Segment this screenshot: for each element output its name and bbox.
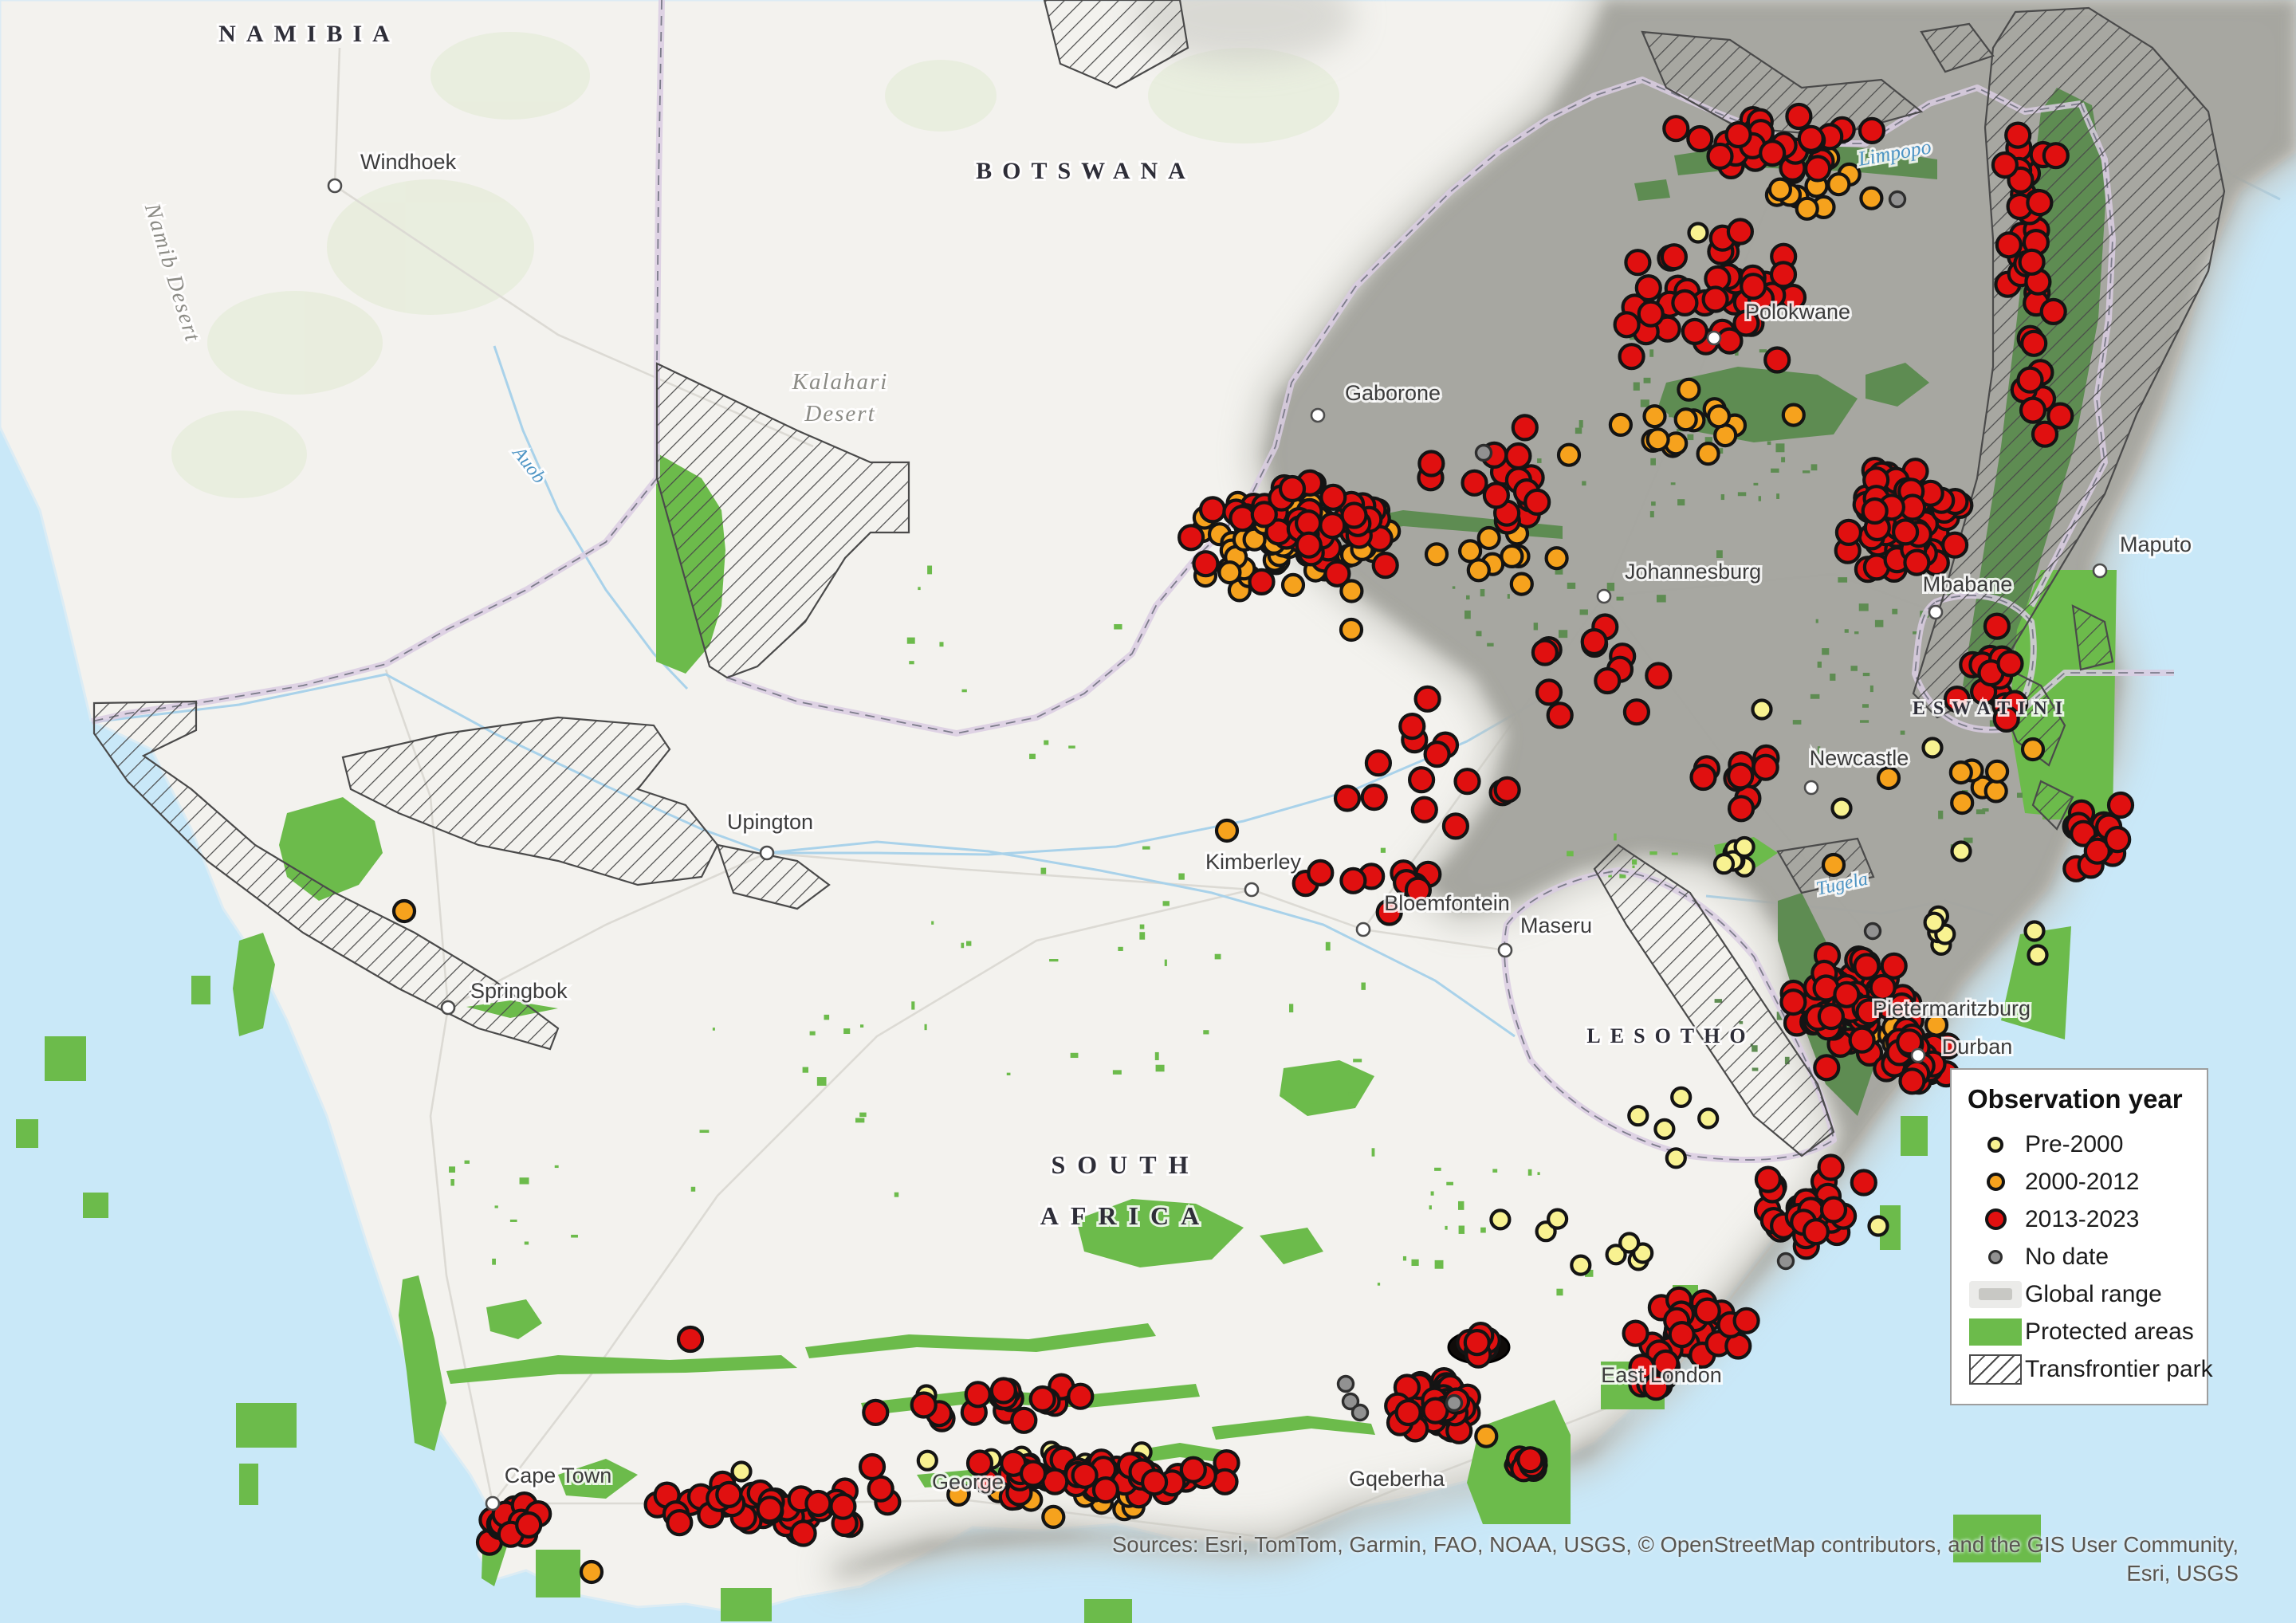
country-label: SOUTH (1051, 1150, 1200, 1179)
country-label: AFRICA (1040, 1201, 1211, 1230)
legend-item-label: Transfrontier park (2025, 1355, 2213, 1382)
city-marker (485, 1495, 501, 1511)
city-label: George (932, 1470, 1004, 1494)
legend-item-1: 2000-2012 (1966, 1163, 2192, 1201)
legend-dot-icon (1966, 1136, 2025, 1153)
legend-range-swatch (1966, 1280, 2025, 1308)
city-label: Gaborone (1345, 381, 1441, 405)
legend-hatch-swatch (1966, 1354, 2025, 1385)
city-label: Maputo (2120, 532, 2192, 556)
points-late (475, 102, 2135, 1556)
legend-item-label: 2013-2023 (2025, 1205, 2140, 1232)
city-marker (1706, 330, 1722, 346)
city-marker (1803, 780, 1819, 796)
desert-label: Kalahari (792, 369, 889, 395)
transfrontier-parks (92, 0, 2226, 1157)
country-label: LESOTHO (1586, 1024, 1755, 1047)
legend-dot-icon (1966, 1249, 2025, 1264)
city-label: Durban (1942, 1035, 2013, 1059)
city-marker (759, 845, 775, 861)
city-label: Mbabane (1923, 572, 2013, 596)
country-label: BOTSWANA (976, 158, 1196, 184)
city-marker (1310, 407, 1326, 423)
city-marker (440, 1000, 456, 1016)
legend-dot-icon (1966, 1173, 2025, 1191)
legend-item-6: Transfrontier park (1966, 1350, 2213, 1388)
legend-item-label: Protected areas (2025, 1318, 2194, 1345)
legend-item-label: Global range (2025, 1280, 2162, 1307)
city-marker (1928, 604, 1944, 620)
city-label: Windhoek (360, 150, 457, 174)
attribution-line2: Esri, USGS (2126, 1561, 2239, 1586)
city-label: Upington (727, 810, 813, 834)
legend-item-label: 2000-2012 (2025, 1168, 2140, 1195)
city-label: Polokwane (1745, 300, 1850, 324)
city-label: Kimberley (1205, 850, 1302, 874)
city-label: Newcastle (1810, 746, 1909, 770)
city-label: Springbok (470, 979, 568, 1003)
legend-item-0: Pre-2000 (1966, 1126, 2192, 1163)
city-label: Bloemfontein (1384, 891, 1510, 915)
legend-item-2: 2013-2023 (1966, 1201, 2192, 1238)
legend-green-swatch (1966, 1318, 2025, 1346)
city-marker (1910, 1047, 1926, 1063)
city-label: Pietermaritzburg (1873, 996, 2031, 1020)
legend-title: Observation year (1968, 1084, 2183, 1114)
country-label: NAMIBIA (218, 21, 400, 47)
legend: Observation year Pre-2000 2000-2012 2013-2… (1950, 1068, 2213, 1405)
city-label: Gqeberha (1349, 1467, 1445, 1491)
city-marker (1497, 942, 1513, 958)
city-marker (327, 178, 343, 194)
city-marker (1596, 588, 1612, 604)
legend-item-label: Pre-2000 (2025, 1130, 2124, 1157)
desert-label: Desert (804, 401, 875, 426)
city-marker (1244, 882, 1260, 898)
points-nodate (1336, 190, 1907, 1422)
city-label: East London (1601, 1363, 1722, 1387)
attribution-line1: Sources: Esri, TomTom, Garmin, FAO, NOAA… (1111, 1532, 2239, 1557)
legend-items: Pre-2000 2000-2012 2013-2023 No date Global … (1966, 1126, 2213, 1388)
legend-item-3: No date (1966, 1238, 2192, 1275)
country-label: ESWATINI (1913, 698, 2070, 719)
observation-points (391, 102, 2135, 1585)
map-attribution: Sources: Esri, TomTom, Garmin, FAO, NOAA… (1112, 1531, 2239, 1588)
vegetation-layer (171, 32, 1339, 498)
city-label: Cape Town (505, 1464, 612, 1487)
city-marker (1355, 922, 1371, 937)
legend-item-5: Protected areas (1966, 1313, 2194, 1350)
city-label: Johannesburg (1625, 560, 1761, 584)
city-label: Maseru (1520, 914, 1592, 937)
city-marker (2092, 563, 2108, 579)
legend-item-label: No date (2025, 1243, 2109, 1270)
legend-dot-icon (1966, 1208, 2025, 1230)
legend-item-4: Global range (1966, 1275, 2192, 1313)
